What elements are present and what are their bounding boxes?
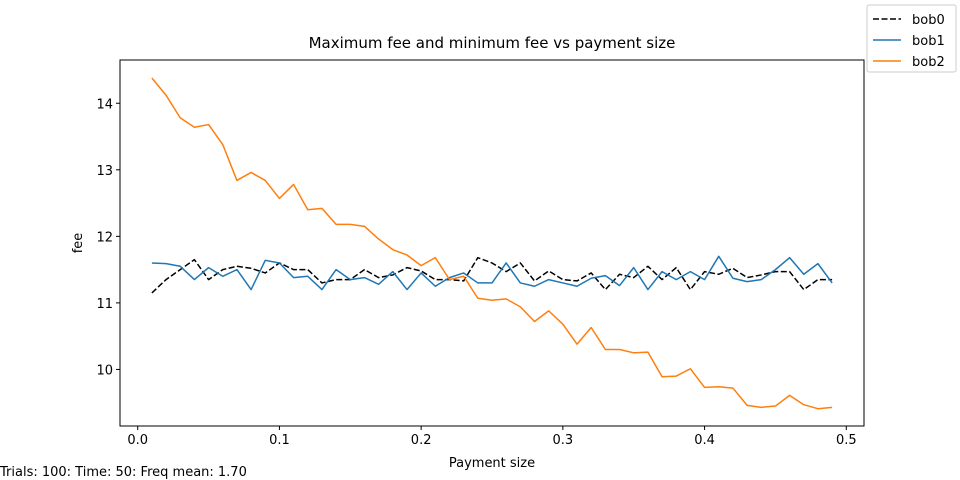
y-tick-label: 14 [96, 97, 113, 112]
x-axis-label: Payment size [449, 456, 535, 471]
x-tick-label: 0.3 [553, 433, 574, 448]
legend-label-bob1: bob1 [912, 34, 945, 49]
series-line-bob1 [151, 255, 833, 291]
plot-area [119, 59, 865, 427]
x-tick-label: 0.4 [694, 433, 715, 448]
y-axis: 10 11 12 13 14 [96, 97, 120, 378]
x-axis: 0.0 0.1 0.2 0.3 0.4 0.5 [127, 426, 857, 448]
series-line-bob2 [151, 77, 833, 410]
y-tick-label: 12 [96, 230, 113, 245]
legend-box [866, 4, 957, 73]
legend-label-bob2: bob2 [912, 55, 945, 70]
legend: bob0 bob1 bob2 [866, 4, 957, 73]
x-tick-label: 0.0 [127, 433, 148, 448]
x-tick-label: 0.2 [411, 433, 432, 448]
y-tick-label: 11 [96, 297, 113, 312]
footer-note: Trials: 100: Time: 50: Freq mean: 1.70 [0, 465, 247, 480]
x-tick-label: 0.1 [269, 433, 290, 448]
legend-label-bob0: bob0 [912, 13, 945, 28]
y-tick-label: 13 [96, 164, 113, 179]
y-axis-label: fee [71, 233, 86, 254]
x-tick-label: 0.5 [836, 433, 857, 448]
series-line-bob0 [151, 256, 833, 294]
series-layer [151, 77, 833, 410]
chart-title: Maximum fee and minimum fee vs payment s… [309, 34, 676, 52]
y-tick-label: 10 [96, 363, 113, 378]
plot-frame [119, 59, 865, 427]
